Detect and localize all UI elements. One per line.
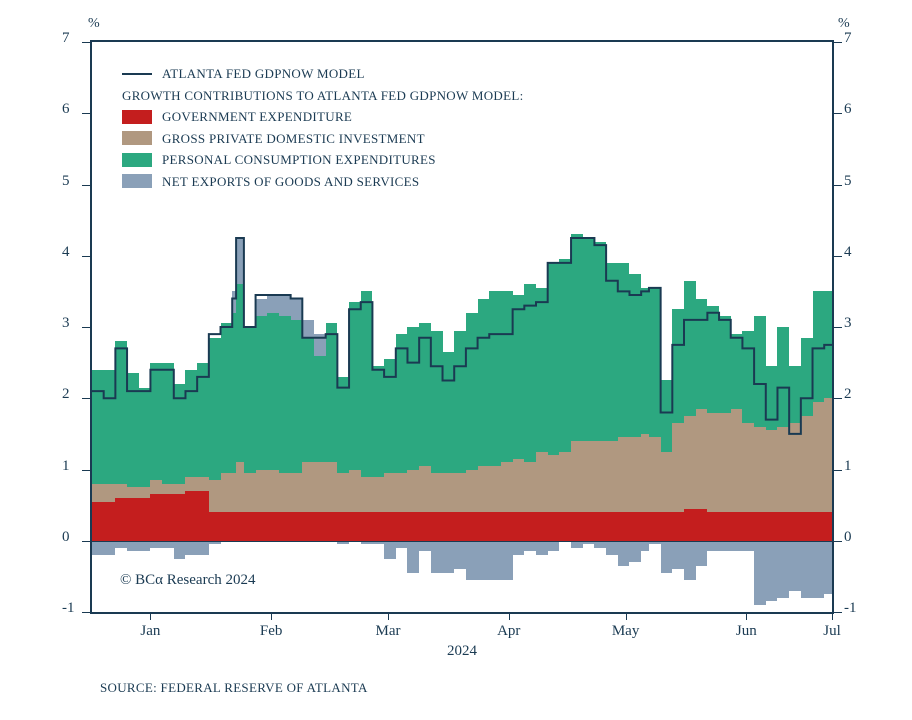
y-tick (834, 398, 842, 399)
y-tick-label: 2 (62, 386, 70, 403)
legend: ATLANTA FED GDPNOW MODEL GROWTH CONTRIBU… (122, 64, 524, 193)
y-tick (834, 256, 842, 257)
y-tick-label: 3 (844, 315, 852, 332)
y-tick-label: 1 (62, 458, 70, 475)
x-tick (271, 614, 272, 620)
x-tick-label: Mar (376, 623, 401, 640)
y-tick-label: 7 (844, 30, 852, 47)
x-tick-label: May (612, 623, 640, 640)
y-tick (834, 541, 842, 542)
y-tick (82, 256, 90, 257)
y-tick-label: 2 (844, 386, 852, 403)
x-tick-label: Jul (823, 623, 841, 640)
x-tick (832, 614, 833, 620)
y-unit-left: % (88, 16, 100, 32)
x-tick-label: Apr (497, 623, 520, 640)
x-tick-label: Jun (736, 623, 757, 640)
y-tick (82, 470, 90, 471)
x-tick (509, 614, 510, 620)
y-tick-label: 6 (62, 101, 70, 118)
y-tick (82, 185, 90, 186)
legend-label: GROSS PRIVATE DOMESTIC INVESTMENT (162, 129, 425, 149)
legend-swatch (122, 153, 152, 167)
y-tick (82, 398, 90, 399)
gdpnow-chart: % % ATLANTA FED GDPNOW MODEL GROWTH CONT… (0, 0, 912, 720)
x-tick-label: Feb (260, 623, 283, 640)
legend-item: GOVERNMENT EXPENDITURE (122, 107, 524, 127)
y-tick (82, 612, 90, 613)
y-tick-label: -1 (844, 600, 857, 617)
legend-label: GOVERNMENT EXPENDITURE (162, 107, 352, 127)
y-tick (82, 42, 90, 43)
y-tick (834, 185, 842, 186)
y-tick (82, 541, 90, 542)
x-tick (746, 614, 747, 620)
legend-line-swatch (122, 73, 152, 75)
y-tick-label: 6 (844, 101, 852, 118)
legend-line-item: ATLANTA FED GDPNOW MODEL (122, 64, 524, 84)
legend-item: PERSONAL CONSUMPTION EXPENDITURES (122, 150, 524, 170)
y-tick (834, 113, 842, 114)
x-tick (626, 614, 627, 620)
legend-swatch (122, 110, 152, 124)
legend-label: NET EXPORTS OF GOODS AND SERVICES (162, 172, 419, 192)
y-tick (834, 470, 842, 471)
x-axis-year: 2024 (447, 643, 477, 660)
y-tick (82, 113, 90, 114)
y-tick-label: 5 (844, 173, 852, 190)
y-tick-label: 3 (62, 315, 70, 332)
y-tick (834, 42, 842, 43)
legend-swatch (122, 174, 152, 188)
x-tick (150, 614, 151, 620)
watermark: © BCα Research 2024 (120, 572, 255, 589)
y-tick (834, 612, 842, 613)
legend-line-label: ATLANTA FED GDPNOW MODEL (162, 64, 365, 84)
legend-item: NET EXPORTS OF GOODS AND SERVICES (122, 172, 524, 192)
y-tick (834, 327, 842, 328)
y-tick-label: -1 (62, 600, 75, 617)
x-tick-label: Jan (140, 623, 160, 640)
source-text: SOURCE: FEDERAL RESERVE OF ATLANTA (100, 680, 368, 696)
y-tick-label: 1 (844, 458, 852, 475)
y-tick-label: 5 (62, 173, 70, 190)
plot-area: ATLANTA FED GDPNOW MODEL GROWTH CONTRIBU… (90, 40, 834, 614)
gdpnow-line (92, 238, 832, 434)
y-tick (82, 327, 90, 328)
y-tick-label: 4 (844, 244, 852, 261)
x-tick (388, 614, 389, 620)
legend-item: GROSS PRIVATE DOMESTIC INVESTMENT (122, 129, 524, 149)
zero-line (92, 541, 832, 542)
legend-label: PERSONAL CONSUMPTION EXPENDITURES (162, 150, 436, 170)
y-tick-label: 7 (62, 30, 70, 47)
legend-swatch (122, 131, 152, 145)
y-tick-label: 0 (844, 529, 852, 546)
y-tick-label: 0 (62, 529, 70, 546)
legend-subtitle: GROWTH CONTRIBUTIONS TO ATLANTA FED GDPN… (122, 86, 524, 106)
y-tick-label: 4 (62, 244, 70, 261)
